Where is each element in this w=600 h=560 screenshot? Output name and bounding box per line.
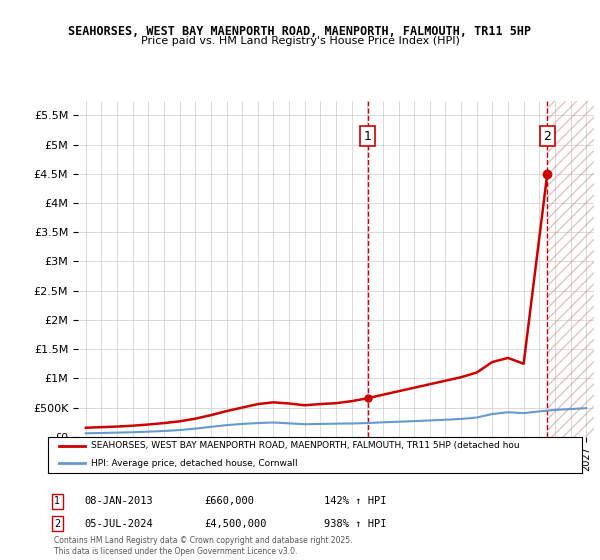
Text: 05-JUL-2024: 05-JUL-2024 (84, 519, 153, 529)
Text: Price paid vs. HM Land Registry's House Price Index (HPI): Price paid vs. HM Land Registry's House … (140, 36, 460, 46)
Text: HPI: Average price, detached house, Cornwall: HPI: Average price, detached house, Corn… (91, 459, 298, 468)
Text: SEAHORSES, WEST BAY MAENPORTH ROAD, MAENPORTH, FALMOUTH, TR11 5HP: SEAHORSES, WEST BAY MAENPORTH ROAD, MAEN… (68, 25, 532, 38)
Text: 142% ↑ HPI: 142% ↑ HPI (324, 496, 386, 506)
Text: 1: 1 (364, 129, 371, 143)
Text: £660,000: £660,000 (204, 496, 254, 506)
Bar (547, 101, 594, 437)
Text: 08-JAN-2013: 08-JAN-2013 (84, 496, 153, 506)
Text: SEAHORSES, WEST BAY MAENPORTH ROAD, MAENPORTH, FALMOUTH, TR11 5HP (detached hou: SEAHORSES, WEST BAY MAENPORTH ROAD, MAEN… (91, 441, 520, 450)
Text: Contains HM Land Registry data © Crown copyright and database right 2025.
This d: Contains HM Land Registry data © Crown c… (54, 536, 353, 556)
Text: 1: 1 (54, 496, 60, 506)
Text: £4,500,000: £4,500,000 (204, 519, 266, 529)
Text: 2: 2 (54, 519, 60, 529)
Text: 938% ↑ HPI: 938% ↑ HPI (324, 519, 386, 529)
Text: 2: 2 (544, 129, 551, 143)
